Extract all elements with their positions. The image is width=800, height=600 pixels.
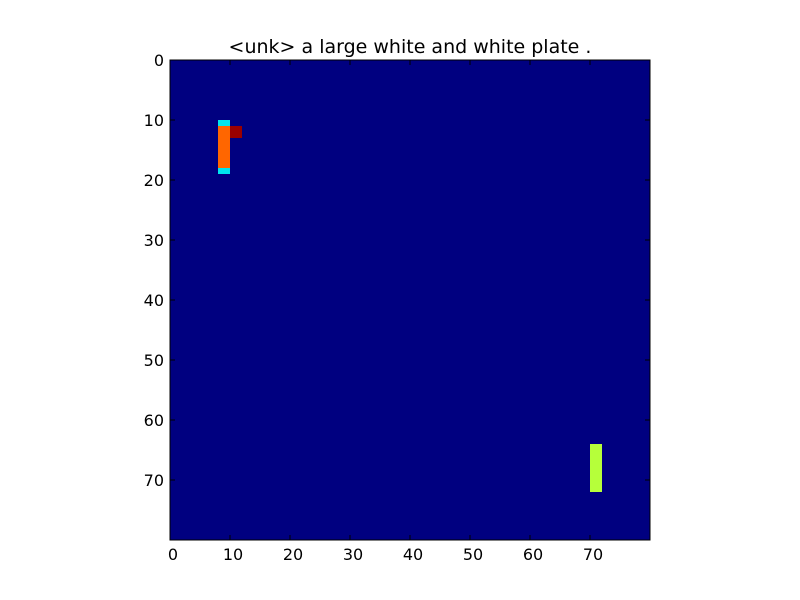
chart-title: <unk> a large white and white plate . bbox=[229, 36, 592, 58]
y-tick-label: 70 bbox=[144, 471, 164, 490]
x-tick-label: 70 bbox=[583, 545, 603, 564]
y-tick-label: 30 bbox=[144, 231, 164, 250]
y-tick-label: 20 bbox=[144, 171, 164, 190]
heatmap-regions bbox=[218, 120, 602, 492]
y-tick-label: 60 bbox=[144, 411, 164, 430]
heatmap-cell-dark-red-spot bbox=[230, 126, 242, 138]
y-tick-label: 10 bbox=[144, 111, 164, 130]
y-tick-label: 40 bbox=[144, 291, 164, 310]
y-axis: 0 10 20 30 40 50 60 70 bbox=[144, 51, 650, 490]
heatmap-cell-yellow-green-bar bbox=[590, 444, 602, 492]
x-tick-label: 50 bbox=[463, 545, 483, 564]
heatmap-background bbox=[170, 60, 650, 540]
heatmap-cell-orange-core bbox=[218, 126, 230, 168]
x-tick-label: 40 bbox=[403, 545, 423, 564]
x-axis: 0 10 20 30 40 50 60 70 bbox=[168, 60, 603, 564]
x-tick-label: 10 bbox=[223, 545, 243, 564]
x-tick-label: 30 bbox=[343, 545, 363, 564]
y-tick-label: 0 bbox=[154, 51, 164, 70]
x-tick-label: 20 bbox=[283, 545, 303, 564]
x-tick-label: 60 bbox=[523, 545, 543, 564]
x-tick-label: 0 bbox=[168, 545, 178, 564]
y-tick-label: 50 bbox=[144, 351, 164, 370]
